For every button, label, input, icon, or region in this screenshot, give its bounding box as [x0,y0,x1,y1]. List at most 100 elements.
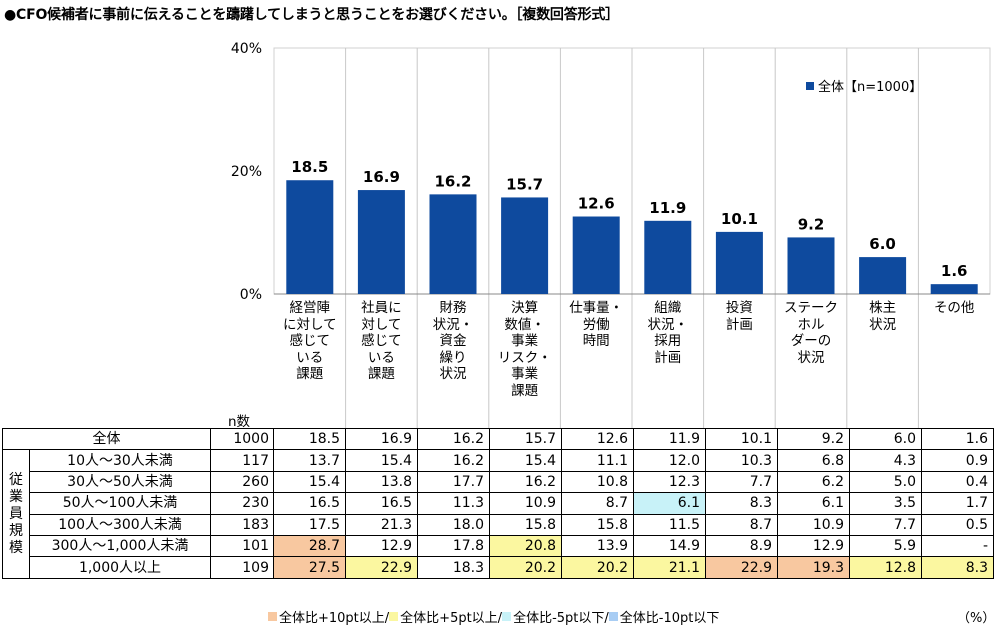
bar [501,197,549,294]
value-cell: 6.8 [777,449,850,472]
value-cell: 5.9 [849,534,922,558]
highlight-legend-item: 全体比-5pt以下/ [502,607,609,626]
value-cell: 11.3 [417,492,490,515]
n-cell: 260 [210,470,274,494]
value-cell: 21.1 [633,556,706,579]
highlight-legend-item: 全体比+10pt以上/ [268,607,389,626]
value-cell: 18.3 [417,556,490,579]
bar [715,231,763,294]
n-cell: 1000 [210,427,274,451]
category-label: 社員に 対して 感じて いる 課題 [361,300,402,382]
value-cell: 18.5 [273,427,346,451]
value-label: 9.2 [798,215,825,233]
n-cell: 109 [210,556,274,579]
category-label: 組織 状況・ 採用 計画 [647,300,689,366]
value-cell: 16.9 [345,427,418,451]
value-cell: 0.4 [921,470,994,494]
value-cell: 15.7 [489,427,562,451]
value-cell: 12.9 [345,534,418,558]
category-label: 株主 状況 [869,300,897,333]
value-label: 15.7 [506,175,543,193]
value-cell: 14.9 [633,534,706,558]
value-cell: 10.3 [705,449,778,472]
value-cell: 19.3 [777,556,850,579]
value-cell: 8.7 [561,492,634,515]
value-cell: 0.5 [921,513,994,536]
category-label: 仕事量・ 労働 時間 [569,300,624,349]
row-label: 全体 [2,427,211,451]
legend-label: 全体【n=1000】 [818,80,923,95]
value-cell: 8.3 [921,556,994,579]
bar-chart: 0% 20% 40% 18.5 16.9 16.2 15.7 12.6 11.9 10.1 9.2 6… [231,41,991,428]
breakdown-table: 全体 1000 18.5 16.9 16.2 15.7 12.6 11.9 10.1 9.2 6.0… [2,427,994,579]
highlight-legend-label: 全体比+10pt以上/ [279,611,390,626]
value-cell: 20.2 [489,556,562,579]
table-row: 従業員規模 10人～30人未満 117 13.7 15.4 16.2 15.4 11.1 12.… [2,449,994,579]
value-cell: 13.8 [345,470,418,494]
value-cell: 12.0 [633,449,706,472]
value-cell: 15.8 [561,513,634,536]
value-cell: 22.9 [345,556,418,579]
y-tick-label: 0% [240,287,262,303]
value-cell: 6.0 [849,427,922,451]
bar [644,220,692,294]
row-label: 300人～1,000人未満 [29,534,211,558]
table-row: 30人～50人未満 260 15.4 13.8 17.7 16.2 10.8 12.3 7.7 6… [3,470,994,494]
value-cell: 21.3 [345,513,418,536]
value-cell: 9.2 [777,427,850,451]
row-label: 10人～30人未満 [29,449,211,472]
value-cell: 15.4 [273,470,346,494]
value-label: 16.9 [363,168,400,186]
table-row: 100人～300人未満 183 17.5 21.3 18.0 15.8 15.8 11.5 8.… [3,513,994,536]
value-cell: 16.2 [417,449,490,472]
value-cell: 10.8 [561,470,634,494]
row-label: 1,000人以上 [29,556,211,579]
value-cell: 16.2 [417,427,490,451]
value-cell: 4.3 [849,449,922,472]
bar [286,180,334,294]
value-cell: 8.9 [705,534,778,558]
group-label: 従業員規模 [2,449,30,579]
value-cell: 6.1 [633,492,706,515]
table-row: 300人～1,000人未満 101 28.7 12.9 17.8 20.8 13.9 14.9… [3,534,994,558]
value-cell: 13.9 [561,534,634,558]
highlight-legend-label: 全体比-10pt以下 [619,611,720,626]
value-cell: 10.1 [705,427,778,451]
value-cell: 28.7 [273,534,346,558]
value-cell: 17.5 [273,513,346,536]
bar [787,237,835,294]
value-cell: 10.9 [489,492,562,515]
row-label: 100人～300人未満 [29,513,211,536]
bar [357,190,405,294]
value-cell: 15.4 [489,449,562,472]
n-cell: 230 [210,492,274,515]
value-cell: 17.8 [417,534,490,558]
value-cell: 12.9 [777,534,850,558]
highlight-legend-item: 全体比-10pt以下 [608,607,720,626]
highlight-swatch [608,612,618,621]
value-cell: 8.7 [705,513,778,536]
value-cell: 15.4 [345,449,418,472]
table-row: 50人～100人未満 230 16.5 16.5 11.3 10.9 8.7 6.1 8.3 6.… [3,492,994,515]
legend-swatch [806,81,814,90]
value-label: 6.0 [869,235,896,253]
value-cell: 11.1 [561,449,634,472]
value-cell: 6.1 [777,492,850,515]
value-cell: 7.7 [705,470,778,494]
value-cell: 16.5 [345,492,418,515]
category-label: 投資 計画 [725,300,753,333]
value-cell: 6.2 [777,470,850,494]
value-cell: 27.5 [273,556,346,579]
highlight-legend: 全体比+10pt以上/全体比+5pt以上/全体比-5pt以下/全体比-10pt以… [268,607,719,626]
value-cell: 22.9 [705,556,778,579]
bar [429,194,477,294]
n-cell: 101 [210,534,274,558]
value-label: 18.5 [291,158,328,176]
table-row: 1,000人以上 109 27.5 22.9 18.3 20.2 20.2 21.1 22.9 1… [3,556,994,579]
highlight-legend-label: 全体比+5pt以上/ [400,611,503,626]
category-label: ステーク ホル ダーの 状況 [783,300,838,366]
row-label: 30人～50人未満 [29,470,211,494]
y-tick-label: 40% [231,41,262,57]
chart-legend: 全体【n=1000】 [806,76,922,95]
n-header: n数 [228,414,251,430]
